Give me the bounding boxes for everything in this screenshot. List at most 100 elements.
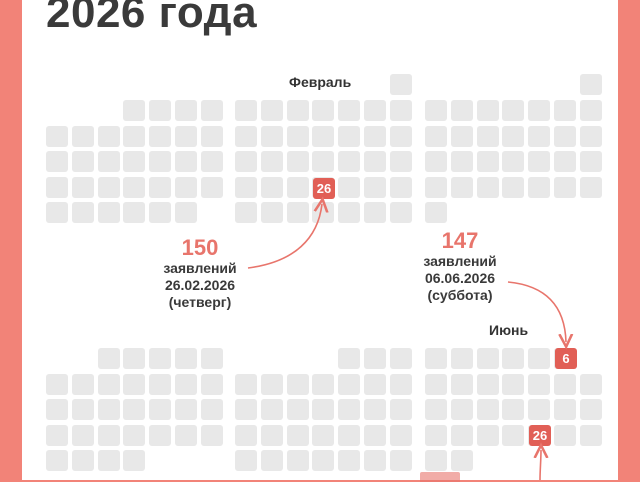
calendar-day-cell [46,450,68,472]
month-label-february: Февраль [289,74,352,90]
calendar-day-cell [260,202,283,224]
calendar-day-cell [528,151,551,173]
calendar-day-cell [389,424,412,446]
calendar-day-cell [389,202,412,224]
calendar-day-cell [260,176,283,198]
calendar-day-cell [554,373,576,395]
calendar-day-cell [338,450,361,472]
calendar-day-cell [554,125,576,147]
calendar-day-cell [389,399,412,421]
calendar-day-cell [123,151,146,173]
calendar-day-cell [71,424,94,446]
calendar-day-cell [528,176,551,198]
highlight-jun-26: 26 [529,425,551,446]
calendar-day-cell [149,348,172,369]
calendar-day-cell [286,202,309,224]
calendar-day-cell [286,399,309,421]
calendar-day-cell [579,151,602,173]
calendar-day-cell [71,151,94,173]
calendar-day-cell [46,125,68,147]
calendar-day-cell [235,100,257,121]
callout-date: 06.06.2026 [424,270,496,286]
calendar-day-cell [97,424,120,446]
calendar-day-cell [286,151,309,173]
calendar-day-cell [200,176,223,198]
calendar-day-cell [580,74,602,95]
calendar-day-cell [235,125,257,147]
partial-callout-number [420,472,460,482]
calendar-day-cell [123,202,146,224]
calendar-day-cell [260,450,283,472]
calendar-day-cell [389,176,412,198]
calendar-day-cell [450,176,473,198]
calendar-day-cell [200,399,223,421]
calendar-day-cell [175,348,197,369]
calendar-day-cell [200,348,223,369]
calendar-day-cell [123,399,146,421]
calendar-day-cell [71,125,94,147]
calendar-day-cell [149,399,172,421]
calendar-day-cell [476,125,499,147]
calendar-day-cell [260,151,283,173]
calendar-day-cell [312,399,335,421]
calendar-day-cell [528,125,551,147]
calendar-day-cell [260,100,283,121]
calendar-day-cell [450,450,473,472]
calendar-day-cell [338,100,361,121]
month-label-june: Июнь [489,322,529,338]
calendar-day-cell [123,373,146,395]
calendar-day-cell [450,125,473,147]
calendar-day-cell [502,176,525,198]
calendar-day-cell [46,399,68,421]
calendar-day-cell [425,100,447,121]
arrow-to-jun-6 [507,281,566,342]
calendar-day-cell [286,125,309,147]
callout-date: 26.02.2026 [164,277,236,293]
calendar-day-cell [260,125,283,147]
calendar-day-cell [502,125,525,147]
calendar-day-cell [149,125,172,147]
calendar-day-cell [312,125,335,147]
calendar-day-cell [97,151,120,173]
callout-value: 147 [441,228,479,253]
calendar-day-cell [123,176,146,198]
calendar-day-cell [175,151,197,173]
calendar-day-cell [175,373,197,395]
callout-label: заявлений [423,253,497,269]
calendar-day-cell [389,125,412,147]
calendar-day-cell [390,74,412,95]
calendar-day-cell [175,202,197,224]
calendar-day-cell [235,373,257,395]
calendar-day-cell [123,348,146,369]
calendar-day-cell [97,348,120,369]
calendar-day-cell [425,450,447,472]
calendar-day-cell [338,373,361,395]
calendar-day-cell [476,399,499,421]
calendar-day-cell [235,151,257,173]
calendar-day-cell [554,424,576,446]
calendar-day-cell [97,125,120,147]
calendar-day-cell [149,424,172,446]
calendar-day-cell [425,373,447,395]
calendar-day-cell [364,348,386,369]
calendar-day-cell [338,399,361,421]
calendar-day-cell [97,450,120,472]
calendar-day-cell [364,424,386,446]
calendar-day-cell [389,100,412,121]
calendar-day-cell [502,151,525,173]
callout-weekday: (четверг) [168,294,232,310]
calendar-day-cell [425,151,447,173]
calendar-day-cell [46,373,68,395]
calendar-day-cell [71,399,94,421]
calendar-day-cell [286,373,309,395]
calendar-day-cell [235,202,257,224]
calendar-day-cell [364,399,386,421]
calendar-day-cell [200,373,223,395]
calendar-day-cell [338,176,361,198]
calendar-day-cell [364,176,386,198]
calendar-day-cell [235,424,257,446]
highlight-feb-26: 26 [313,178,335,199]
calendar-day-cell [149,373,172,395]
calendar-day-cell [312,450,335,472]
calendar-day-cell [175,100,197,121]
